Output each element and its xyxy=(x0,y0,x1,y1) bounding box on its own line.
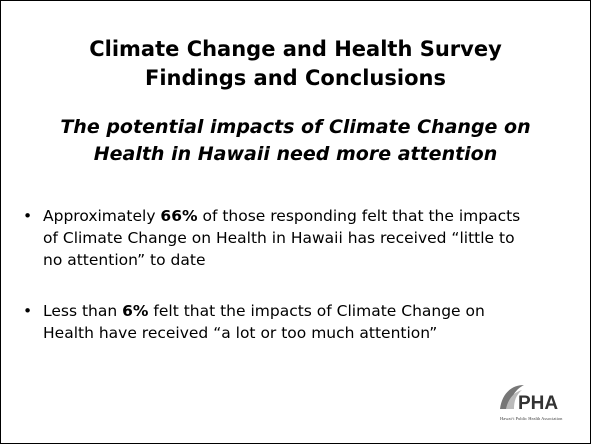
bullet-text: Approximately xyxy=(43,207,161,225)
logo-text: PHA xyxy=(518,393,558,414)
title-line: Findings and Conclusions xyxy=(145,66,446,90)
bullet-text: Less than xyxy=(43,302,123,320)
subtitle-line: Health in Hawaii need more attention xyxy=(93,143,498,165)
logo: PHA Hawai‘i Public Health Association xyxy=(500,385,563,421)
subtitle-line: The potential impacts of Climate Change … xyxy=(60,116,531,138)
title-line: Climate Change and Health Survey xyxy=(89,37,502,61)
bullet-text: 6% xyxy=(122,302,149,320)
bullet-text: felt that the impacts of Climate Change … xyxy=(43,302,485,342)
bullet-text: of those responding felt that the impact… xyxy=(43,207,521,269)
logo-icon xyxy=(506,390,522,409)
bullet: Approximately 66% of those responding fe… xyxy=(23,205,523,271)
bullet-text: 66% xyxy=(160,207,198,225)
logo-caption: Hawai‘i Public Health Association xyxy=(500,416,563,421)
bullet: Less than 6% felt that the impacts of Cl… xyxy=(23,300,523,344)
